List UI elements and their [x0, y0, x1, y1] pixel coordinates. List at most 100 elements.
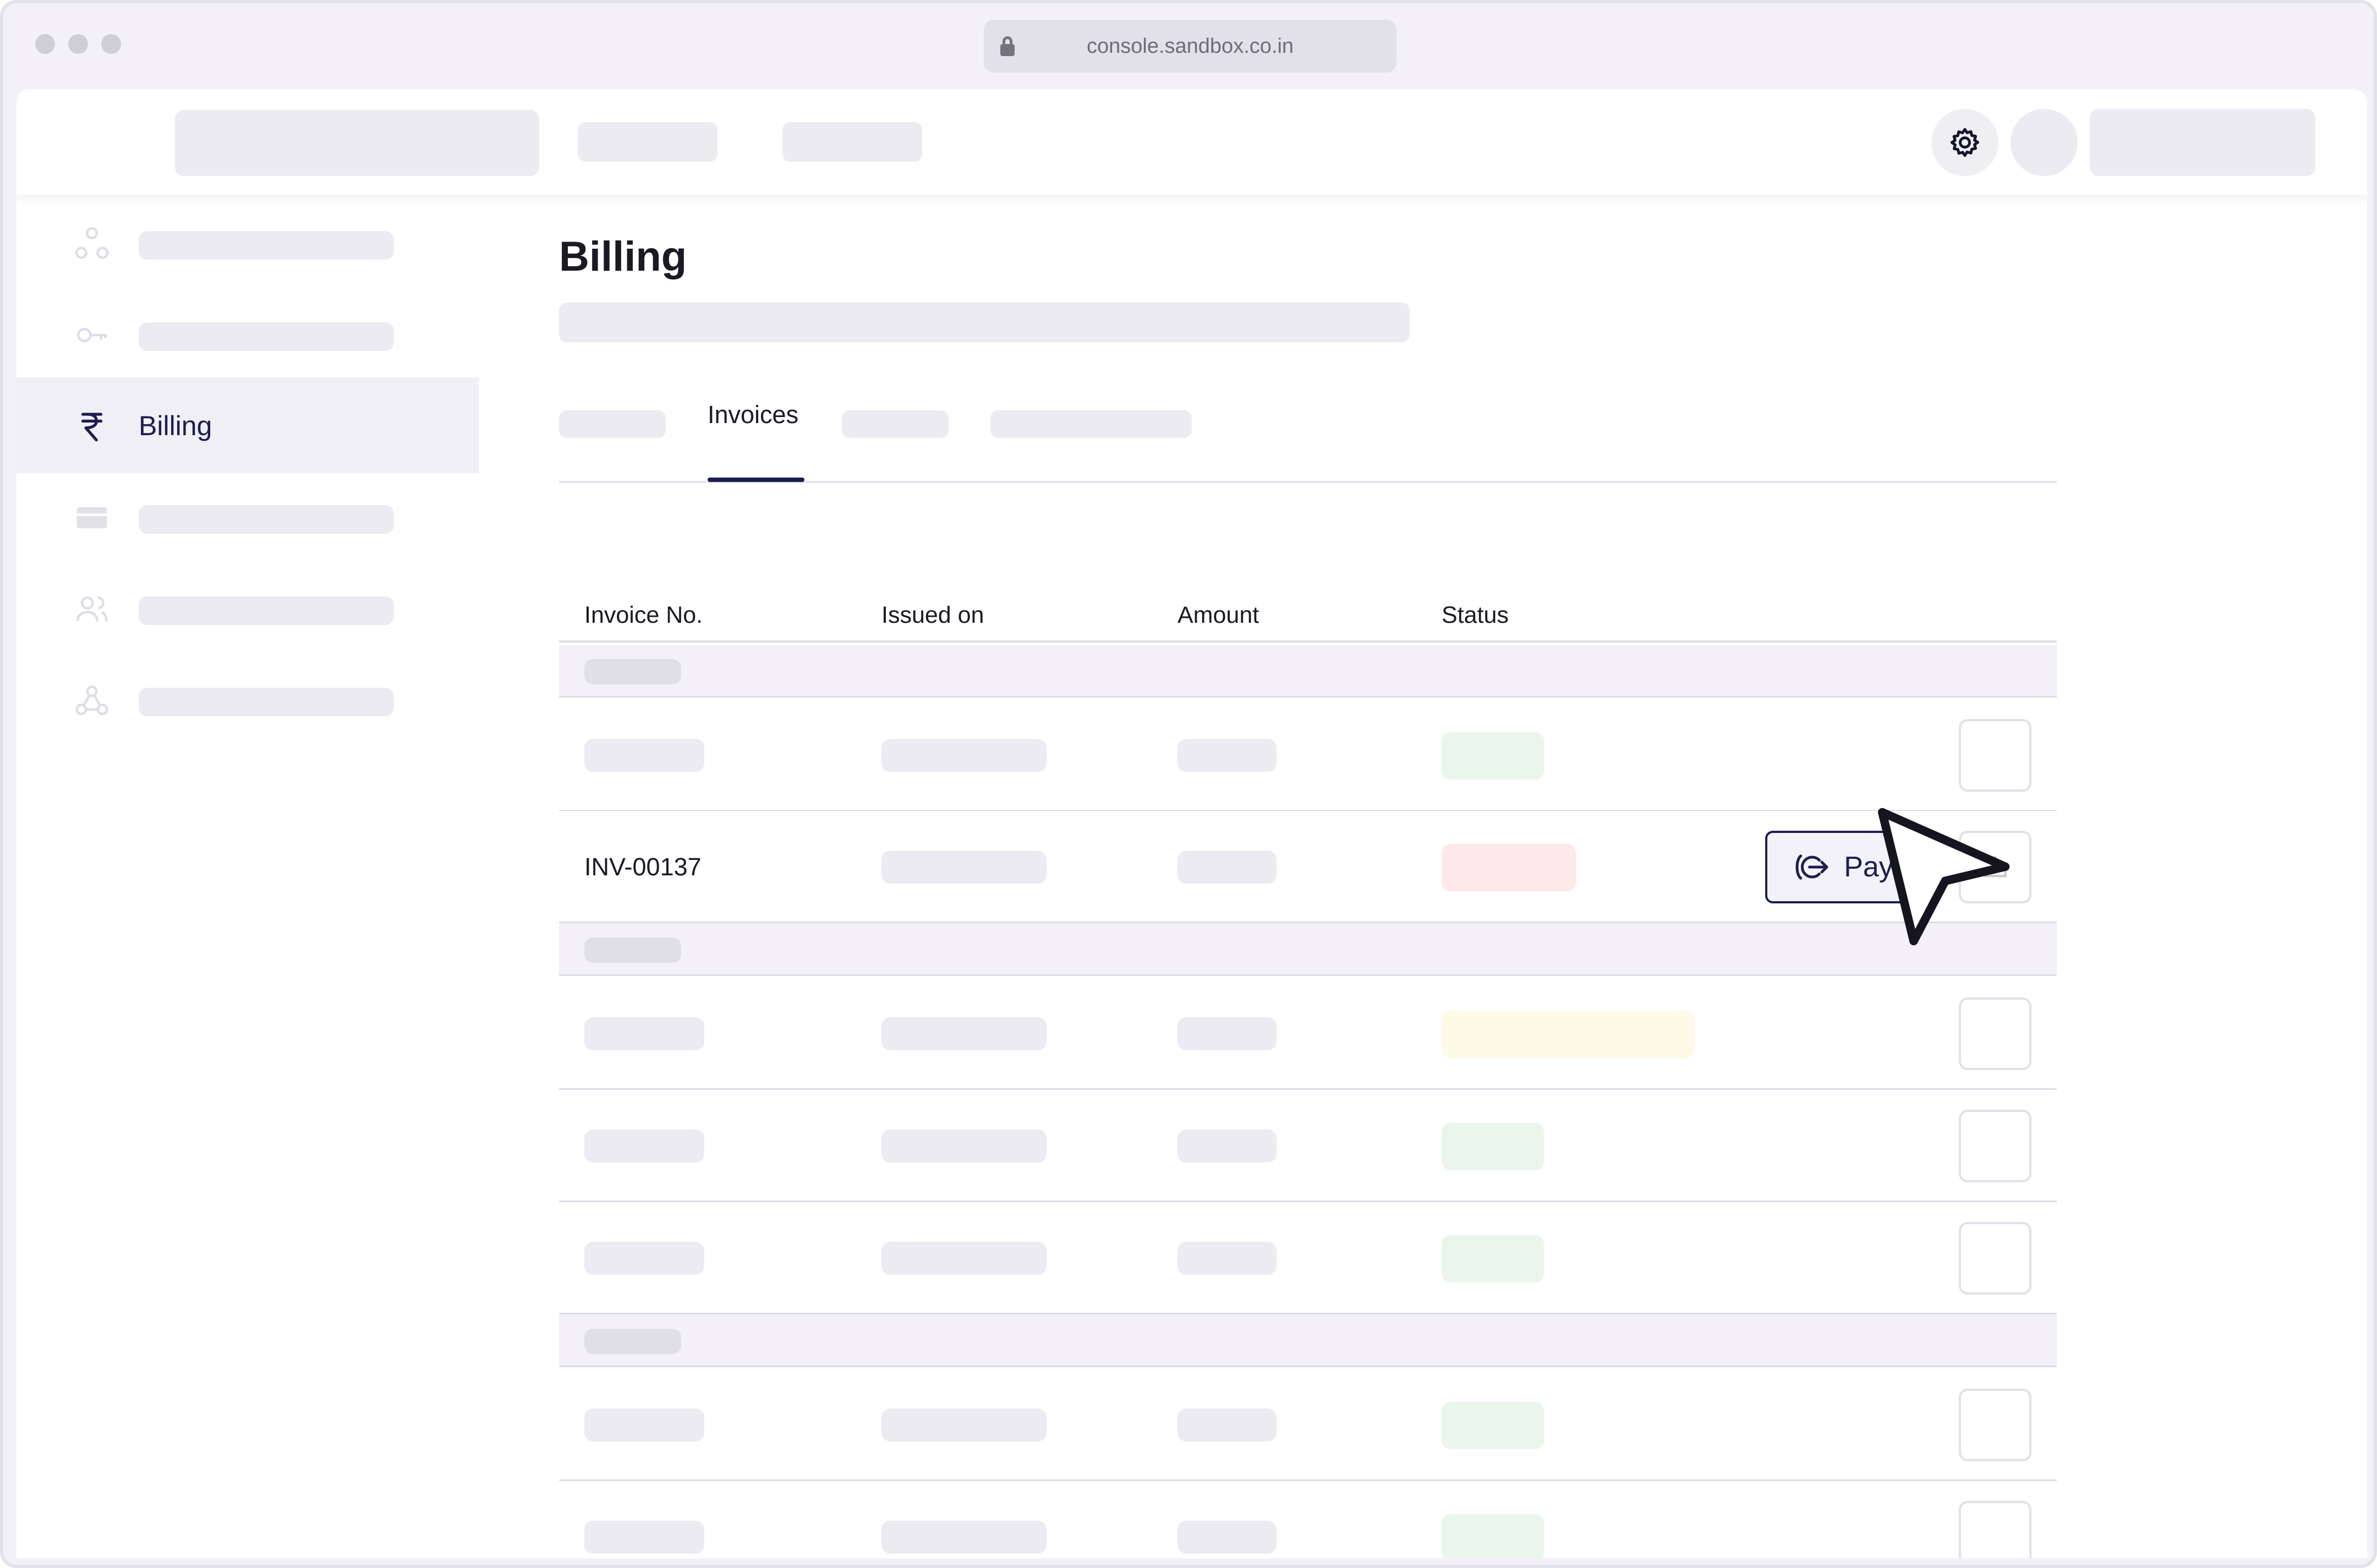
amount-placeholder — [1177, 1242, 1277, 1275]
invoice-no-placeholder — [584, 1408, 704, 1441]
mouse-pointer-icon — [1878, 808, 2010, 946]
issued-on-placeholder — [881, 1130, 1047, 1163]
group-label-placeholder — [584, 659, 681, 684]
users-icon — [76, 596, 108, 622]
sidebar: Billing — [17, 195, 479, 1558]
url-text: console.sandbox.co.in — [1086, 34, 1294, 58]
avatar[interactable] — [2011, 109, 2078, 176]
sidebar-item-5[interactable] — [17, 560, 479, 656]
invoice-number: INV-00137 — [584, 853, 702, 881]
sidebar-item-4[interactable] — [17, 469, 479, 564]
workspace-selector-placeholder[interactable] — [175, 110, 539, 176]
nodes-icon — [75, 227, 109, 259]
sidebar-label-placeholder — [139, 505, 394, 534]
column-header-status: Status — [1442, 602, 1509, 628]
pay-button-label: Pay — [1844, 851, 1893, 883]
table-group-row — [559, 1314, 2057, 1367]
table-row[interactable] — [559, 978, 2057, 1090]
wallet-icon — [76, 507, 107, 529]
address-bar[interactable]: console.sandbox.co.in — [984, 20, 1396, 73]
tab-placeholder-4[interactable] — [990, 410, 1192, 438]
sidebar-item-billing[interactable]: Billing — [17, 377, 479, 473]
sidebar-label-placeholder — [139, 231, 394, 260]
table-row[interactable] — [559, 1369, 2057, 1481]
table-row[interactable] — [559, 1481, 2057, 1558]
group-label-placeholder — [584, 1329, 681, 1354]
sidebar-label-placeholder — [139, 596, 394, 625]
key-icon — [77, 327, 107, 343]
invoice-no-placeholder — [584, 1017, 704, 1050]
amount-placeholder — [1177, 1017, 1277, 1050]
status-badge — [1442, 844, 1576, 891]
invoice-no-placeholder — [584, 1242, 704, 1275]
download-button[interactable] — [1959, 1222, 2031, 1295]
rupee-icon — [81, 413, 103, 442]
main-content: Billing Invoices Invoice No. Issued on A… — [559, 195, 2270, 1558]
app-window: Billing Billing Invoices — [17, 89, 2367, 1558]
issued-on-placeholder — [881, 1521, 1047, 1554]
tab-invoices[interactable]: Invoices — [708, 401, 799, 429]
amount-placeholder — [1177, 1521, 1277, 1554]
download-button[interactable] — [1959, 1389, 2031, 1461]
invoice-no-placeholder — [584, 739, 704, 772]
sidebar-item-2[interactable] — [17, 286, 479, 382]
table-group-row — [559, 923, 2057, 976]
page-description-placeholder — [559, 303, 1410, 342]
issued-on-placeholder — [881, 1242, 1047, 1275]
amount-placeholder — [1177, 851, 1277, 884]
status-badge — [1442, 732, 1544, 780]
active-tab-indicator — [708, 478, 804, 482]
account-menu-placeholder[interactable] — [2090, 109, 2315, 176]
invoice-no-placeholder — [584, 1130, 704, 1163]
settings-button[interactable] — [1931, 109, 1998, 176]
table-row-highlighted[interactable]: INV-00137 Pay — [559, 811, 2057, 923]
page-title: Billing — [559, 233, 687, 280]
status-badge — [1442, 1235, 1544, 1282]
table-group-row — [559, 645, 2057, 698]
table-row[interactable] — [559, 699, 2057, 812]
issued-on-placeholder — [881, 1017, 1047, 1050]
download-button[interactable] — [1959, 997, 2031, 1070]
column-header-amount: Amount — [1177, 602, 1259, 628]
status-badge — [1442, 1402, 1544, 1449]
status-badge — [1442, 1514, 1544, 1558]
sidebar-label-placeholder — [139, 688, 394, 716]
gear-icon — [1950, 128, 1979, 157]
top-navigation-bar — [17, 89, 2367, 195]
nav-link-placeholder-1[interactable] — [578, 122, 718, 162]
download-button[interactable] — [1959, 719, 2031, 792]
table-header: Invoice No. Issued on Amount Status — [559, 589, 2057, 643]
download-button[interactable] — [1959, 1110, 2031, 1182]
table-row[interactable] — [559, 1090, 2057, 1202]
sidebar-label-placeholder — [139, 322, 394, 351]
issued-on-placeholder — [881, 1408, 1047, 1441]
minimize-window-dot[interactable] — [68, 34, 88, 54]
status-badge — [1442, 1123, 1544, 1170]
issued-on-placeholder — [881, 851, 1047, 884]
amount-placeholder — [1177, 1130, 1277, 1163]
maximize-window-dot[interactable] — [101, 34, 121, 54]
webhook-icon — [75, 686, 108, 715]
amount-placeholder — [1177, 739, 1277, 772]
download-button[interactable] — [1959, 1501, 2031, 1558]
invoice-no-placeholder — [584, 1521, 704, 1554]
lock-icon — [1000, 36, 1015, 56]
table-row[interactable] — [559, 1202, 2057, 1314]
column-header-issued-on: Issued on — [881, 602, 984, 628]
tab-placeholder-3[interactable] — [842, 410, 949, 438]
tab-bar-divider — [559, 481, 2057, 483]
nav-link-placeholder-2[interactable] — [782, 122, 922, 162]
payment-arrow-icon — [1795, 854, 1828, 880]
sidebar-item-6[interactable] — [17, 651, 479, 747]
tab-placeholder-1[interactable] — [559, 410, 666, 438]
issued-on-placeholder — [881, 739, 1047, 772]
sidebar-item-label: Billing — [139, 410, 212, 441]
status-badge — [1442, 1011, 1695, 1058]
group-label-placeholder — [584, 937, 681, 963]
column-header-invoice-no: Invoice No. — [584, 602, 703, 628]
amount-placeholder — [1177, 1408, 1277, 1441]
sidebar-item-1[interactable] — [17, 195, 479, 290]
window-controls — [35, 34, 121, 54]
close-window-dot[interactable] — [35, 34, 55, 54]
